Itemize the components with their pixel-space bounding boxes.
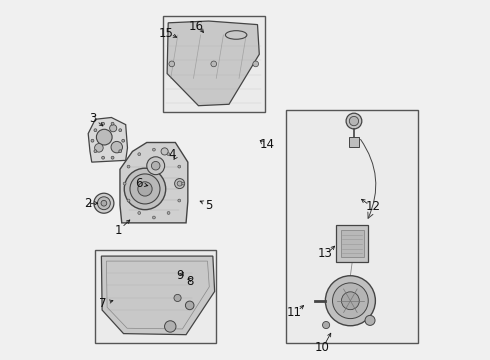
Circle shape (98, 197, 110, 210)
Circle shape (253, 61, 259, 67)
Text: 3: 3 (89, 112, 96, 125)
Bar (163, 16, 265, 112)
Circle shape (123, 182, 126, 185)
Text: 13: 13 (318, 247, 333, 260)
Circle shape (127, 165, 130, 168)
Circle shape (346, 113, 362, 129)
Circle shape (95, 144, 103, 152)
Circle shape (152, 216, 155, 219)
Text: 2: 2 (84, 197, 92, 210)
Polygon shape (88, 117, 127, 162)
Circle shape (94, 193, 114, 213)
Bar (95, 249, 217, 342)
Circle shape (349, 116, 359, 126)
Circle shape (342, 292, 359, 310)
Polygon shape (101, 256, 215, 335)
Circle shape (178, 165, 181, 168)
Text: 1: 1 (115, 224, 122, 237)
Circle shape (124, 168, 166, 210)
Circle shape (127, 199, 130, 202)
Text: 5: 5 (206, 198, 213, 212)
Circle shape (101, 122, 104, 125)
Text: 10: 10 (315, 341, 329, 354)
Text: 15: 15 (158, 27, 173, 40)
Circle shape (185, 301, 194, 310)
Text: 4: 4 (168, 148, 175, 162)
Bar (286, 111, 418, 342)
Text: 11: 11 (287, 306, 302, 319)
Circle shape (161, 148, 168, 155)
Text: 14: 14 (260, 138, 275, 151)
Text: 12: 12 (366, 200, 381, 213)
Circle shape (94, 129, 97, 132)
Polygon shape (167, 21, 259, 106)
Circle shape (152, 148, 155, 151)
Circle shape (178, 199, 181, 202)
Text: 7: 7 (99, 297, 107, 310)
Circle shape (169, 61, 174, 67)
Circle shape (97, 129, 112, 145)
Bar (336, 225, 368, 262)
Circle shape (174, 179, 185, 189)
Circle shape (122, 139, 124, 142)
Circle shape (110, 125, 117, 132)
Circle shape (165, 321, 176, 332)
Circle shape (322, 321, 330, 329)
Circle shape (101, 156, 104, 159)
Circle shape (138, 182, 152, 196)
Circle shape (94, 150, 97, 153)
Circle shape (147, 157, 165, 175)
Circle shape (138, 153, 141, 156)
Circle shape (138, 212, 141, 215)
Circle shape (211, 61, 217, 67)
Circle shape (325, 276, 375, 326)
Circle shape (167, 212, 170, 215)
Text: 8: 8 (186, 275, 194, 288)
Circle shape (167, 153, 170, 156)
Circle shape (119, 129, 122, 132)
Text: 6: 6 (135, 177, 142, 190)
Bar (349, 137, 359, 147)
Circle shape (333, 283, 368, 319)
Bar (341, 230, 364, 257)
Circle shape (91, 139, 94, 142)
Circle shape (174, 294, 181, 302)
Polygon shape (120, 143, 188, 223)
Circle shape (101, 201, 107, 206)
Circle shape (365, 315, 375, 325)
Circle shape (151, 161, 160, 170)
Circle shape (111, 122, 114, 125)
Circle shape (111, 156, 114, 159)
Circle shape (130, 174, 160, 204)
Text: 9: 9 (176, 269, 184, 282)
Circle shape (119, 150, 122, 153)
Text: 16: 16 (188, 20, 203, 33)
Circle shape (111, 141, 122, 153)
Circle shape (182, 182, 185, 185)
Circle shape (177, 181, 182, 186)
